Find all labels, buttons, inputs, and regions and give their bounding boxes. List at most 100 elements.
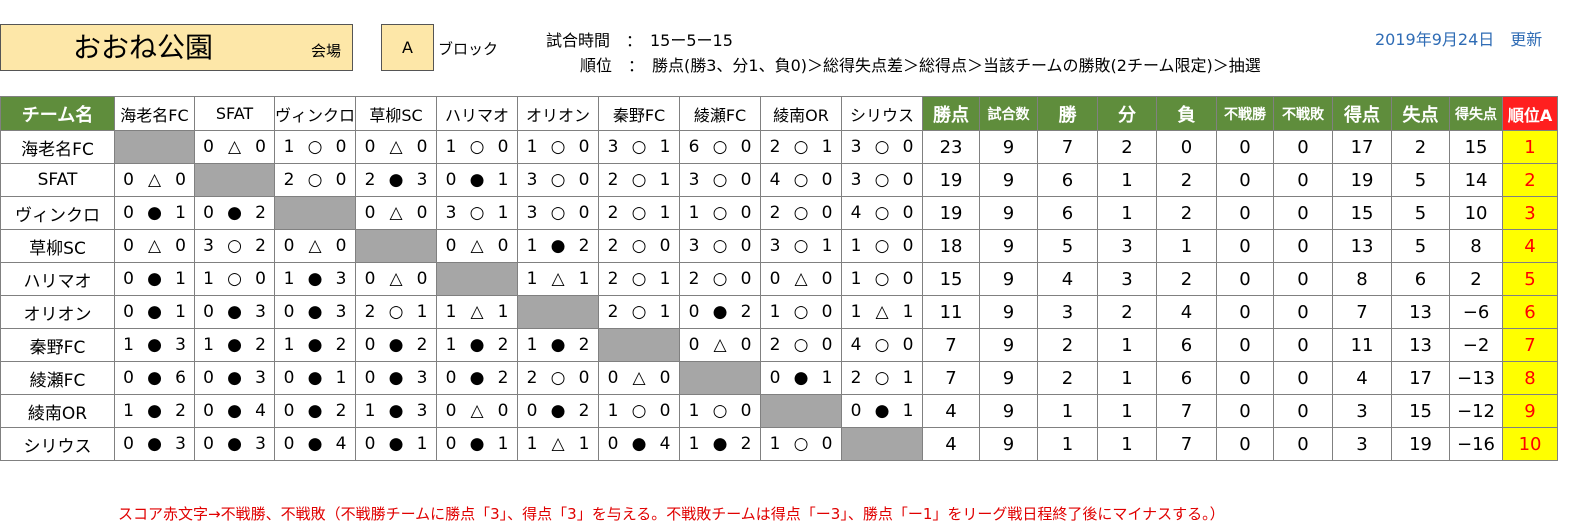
result-mark: ○ <box>874 170 890 190</box>
result-mark: ○ <box>307 170 323 190</box>
stat-cell: 15 <box>1449 130 1504 164</box>
goals-against: 0 <box>578 170 590 190</box>
goals-against: 2 <box>740 434 752 454</box>
opponent-header: 綾南OR <box>760 96 843 131</box>
goals-against: 1 <box>335 368 347 388</box>
goals-for: 2 <box>607 302 619 322</box>
stat-header: 失点 <box>1391 96 1451 131</box>
goals-against: 1 <box>175 269 186 289</box>
rank-cell: 1 <box>1502 130 1559 164</box>
goals-against: 0 <box>175 170 186 190</box>
stat-cell: 0 <box>1216 163 1275 197</box>
stat-cell: 1 <box>1097 427 1158 461</box>
result-mark: ● <box>712 434 728 454</box>
stat-cell: 0 <box>1216 328 1275 362</box>
match-result-cell: 0 ● 3 <box>194 361 275 395</box>
result-mark: ○ <box>631 401 647 421</box>
match-result-cell: 3 ○ 1 <box>598 130 681 164</box>
table-row: ハリマオ 0 ● 1 1 ○ 0 1 ● 3 0 △ 0 1 △ 1 2 ○ 1 2 ○ 0 0 △ 0 1 ○ 0 15 9 4 3 2 0 0 8… <box>0 262 1559 296</box>
goals-for: 1 <box>850 269 862 289</box>
goals-for: 2 <box>769 203 781 223</box>
result-mark: ○ <box>712 170 728 190</box>
goals-for: 0 <box>203 368 214 388</box>
goals-against: 0 <box>740 137 752 157</box>
match-result-cell: 1 ● 2 <box>679 427 762 461</box>
goals-against: 3 <box>175 335 186 355</box>
stat-cell: 9 <box>979 295 1039 329</box>
goals-for: 0 <box>283 302 295 322</box>
goals-for: 2 <box>688 269 700 289</box>
result-mark: ○ <box>874 368 890 388</box>
stat-cell: 1 <box>1156 229 1218 263</box>
result-mark: ● <box>307 434 323 454</box>
goals-for: 3 <box>769 236 781 256</box>
result-mark: ○ <box>550 368 566 388</box>
table-row: オリオン 0 ● 1 0 ● 3 0 ● 3 2 ○ 1 1 △ 1 2 ○ 1 0 ● 2 1 ○ 0 1 △ 1 11 9 3 2 4 0 0 7… <box>0 295 1559 329</box>
stat-cell: 9 <box>979 427 1039 461</box>
goals-for: 0 <box>769 368 781 388</box>
goals-against: 1 <box>659 302 671 322</box>
goals-for: 0 <box>607 434 619 454</box>
goals-against: 1 <box>175 302 186 322</box>
goals-against: 0 <box>821 302 833 322</box>
stat-cell: 1 <box>1037 394 1099 428</box>
goals-for: 0 <box>364 137 376 157</box>
goals-against: 2 <box>497 335 509 355</box>
match-result-cell: 0 △ 0 <box>273 229 357 263</box>
stat-cell: 19 <box>1332 163 1393 197</box>
match-result-cell: 2 ○ 1 <box>760 130 843 164</box>
goals-against: 0 <box>578 137 590 157</box>
goals-for: 1 <box>526 434 538 454</box>
rank-cell: 5 <box>1502 262 1559 296</box>
goals-for: 1 <box>283 269 295 289</box>
stat-cell: 13 <box>1332 229 1393 263</box>
goals-for: 2 <box>607 269 619 289</box>
stat-cell: −6 <box>1449 295 1504 329</box>
goals-for: 0 <box>445 368 457 388</box>
result-mark: ○ <box>307 137 323 157</box>
opponent-header: オリオン <box>517 96 600 131</box>
goals-for: 0 <box>445 401 457 421</box>
goals-for: 4 <box>769 170 781 190</box>
stat-cell: 2 <box>1156 262 1218 296</box>
stat-cell: 1 <box>1097 328 1158 362</box>
goals-for: 0 <box>283 368 295 388</box>
goals-for: 1 <box>364 401 376 421</box>
result-mark: ● <box>388 368 404 388</box>
stat-cell: 3 <box>1332 427 1393 461</box>
stat-cell: 9 <box>979 328 1039 362</box>
goals-against: 1 <box>497 434 509 454</box>
result-mark: ● <box>307 302 323 322</box>
goals-against: 0 <box>416 137 428 157</box>
result-mark: △ <box>147 236 162 256</box>
match-result-cell: 1 △ 1 <box>517 262 600 296</box>
opponent-header: 草柳SC <box>355 96 438 131</box>
result-mark: △ <box>551 269 565 289</box>
ranking-rule: 順位 ： 勝点(勝3、分1、負0)＞総得失点差＞総得点＞当該チームの勝敗(2チー… <box>580 56 1261 75</box>
goals-for: 2 <box>850 368 862 388</box>
goals-against: 0 <box>740 203 752 223</box>
stat-cell: 9 <box>979 361 1039 395</box>
result-mark: ● <box>388 335 404 355</box>
match-result-cell: 0 ● 2 <box>273 394 357 428</box>
goals-against: 2 <box>578 401 590 421</box>
stat-cell: 0 <box>1273 427 1334 461</box>
match-result-cell: 0 ● 1 <box>841 394 924 428</box>
goals-against: 4 <box>659 434 671 454</box>
team-name-cell: 草柳SC <box>0 229 115 263</box>
goals-for: 0 <box>123 302 134 322</box>
result-mark: ● <box>307 269 323 289</box>
stat-cell: 8 <box>1332 262 1393 296</box>
goals-against: 3 <box>416 368 428 388</box>
goals-for: 3 <box>850 137 862 157</box>
stat-cell: 1 <box>1097 163 1158 197</box>
stat-cell: 2 <box>1097 295 1158 329</box>
stat-cell: 0 <box>1273 328 1334 362</box>
goals-against: 3 <box>335 269 347 289</box>
rank-cell: 3 <box>1502 196 1559 230</box>
stat-cell: 9 <box>979 163 1039 197</box>
rank-header: 順位A <box>1502 96 1559 131</box>
result-mark: ● <box>147 401 162 421</box>
result-mark: ○ <box>550 137 566 157</box>
goals-against: 0 <box>578 203 590 223</box>
